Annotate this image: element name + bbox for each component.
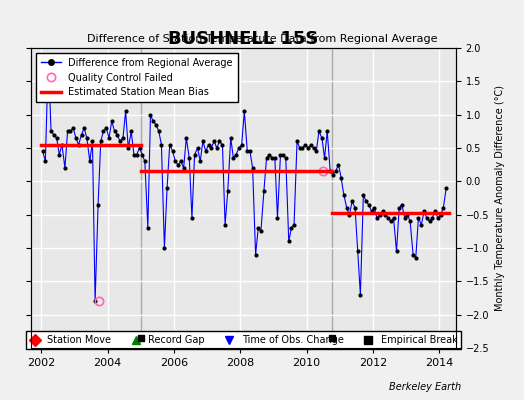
Legend: Station Move, Record Gap, Time of Obs. Change, Empirical Break: Station Move, Record Gap, Time of Obs. C…	[26, 331, 461, 349]
Title: BUSHNELL 15S: BUSHNELL 15S	[169, 30, 319, 48]
Text: Berkeley Earth: Berkeley Earth	[389, 382, 461, 392]
Text: Difference of Station Temperature Data from Regional Average: Difference of Station Temperature Data f…	[87, 34, 437, 44]
Y-axis label: Monthly Temperature Anomaly Difference (°C): Monthly Temperature Anomaly Difference (…	[495, 85, 505, 311]
